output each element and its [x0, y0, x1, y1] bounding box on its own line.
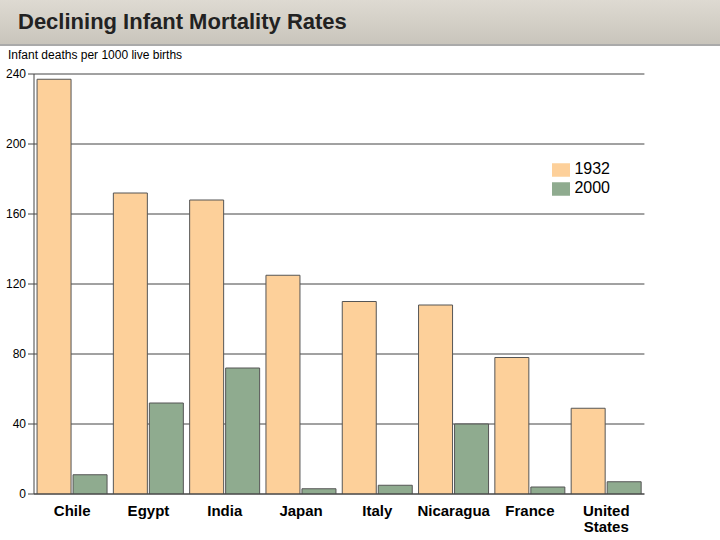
- svg-text:240: 240: [8, 67, 26, 81]
- svg-text:200: 200: [8, 137, 26, 151]
- svg-text:40: 40: [13, 417, 27, 431]
- html-text:Infant deaths per 1000 live bi: Infant deaths per 1000 live births: [8, 48, 183, 62]
- svg-text:0: 0: [19, 487, 26, 501]
- svg-text:Chile: Chile: [54, 502, 91, 519]
- html-text:Declining Infant Mortality Rat: Declining Infant Mortality Rates: [18, 9, 347, 34]
- svg-text:120: 120: [8, 277, 26, 291]
- svg-text:160: 160: [8, 207, 26, 221]
- svg-text:80: 80: [13, 347, 27, 361]
- svg-text:France: France: [505, 502, 554, 519]
- svg-text:UnitedStates: UnitedStates: [583, 502, 630, 535]
- svg-text:Italy: Italy: [362, 502, 393, 519]
- svg-text:Egypt: Egypt: [128, 502, 170, 519]
- html-text:1932: 1932: [574, 160, 610, 177]
- svg-text:Nicaragua: Nicaragua: [417, 502, 490, 519]
- html-text:2000: 2000: [574, 178, 610, 196]
- svg-text:Japan: Japan: [279, 502, 322, 519]
- svg-text:India: India: [207, 502, 243, 519]
